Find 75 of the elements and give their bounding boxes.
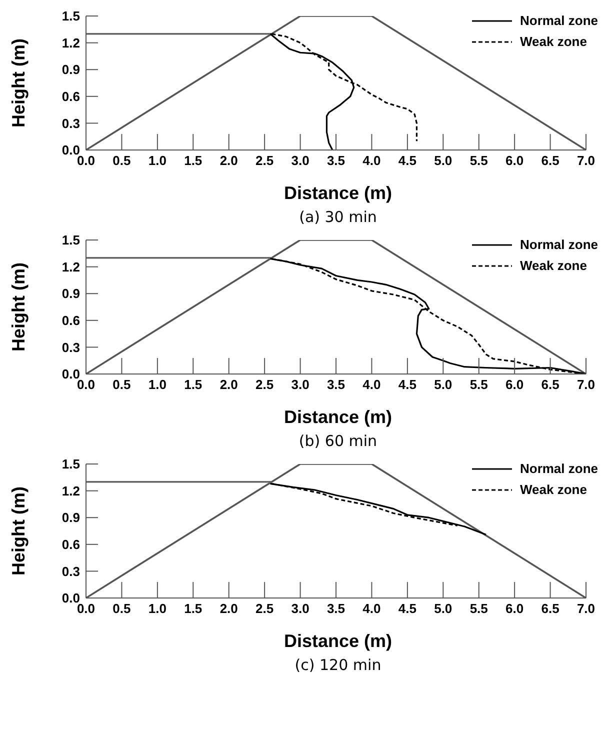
legend-label: Normal zone: [520, 461, 598, 476]
x-tick-label: 3.0: [291, 377, 310, 392]
x-axis-title: Distance (m): [282, 182, 394, 205]
legend-label: Weak zone: [520, 482, 587, 497]
x-tick-label: 5.0: [434, 153, 452, 168]
y-tick-label: 1.2: [62, 259, 80, 274]
x-tick-label: 6.5: [541, 377, 560, 392]
legend-label: Normal zone: [520, 237, 598, 252]
x-tick-label: 5.5: [470, 601, 488, 616]
x-tick-label: 0.0: [76, 377, 96, 392]
text: (c) 120 min: [294, 656, 382, 674]
x-tick-label: 1.0: [148, 377, 166, 392]
y-axis-title: Height (m): [8, 262, 28, 352]
x-tick-label: 7.0: [576, 377, 596, 392]
x-tick-label: 1.0: [148, 601, 166, 616]
y-tick-label: 0.9: [62, 62, 80, 78]
x-tick-label: 3.0: [291, 601, 310, 616]
x-tick-label: 7.0: [576, 601, 596, 616]
y-axis-title: Height (m): [8, 486, 28, 576]
x-tick-label: 4.0: [362, 601, 381, 616]
y-tick-label: 0.3: [62, 116, 80, 131]
x-axis-title: Distance (m): [282, 630, 394, 653]
x-tick-label: 2.0: [220, 153, 238, 168]
y-tick-label: 0.6: [62, 537, 80, 552]
x-tick-label: 6.0: [506, 601, 524, 616]
x-tick-label: 0.5: [112, 377, 131, 392]
x-tick-label: 4.5: [398, 601, 416, 616]
y-tick-label: 1.2: [62, 35, 80, 50]
y-tick-label: 1.5: [62, 456, 80, 472]
y-tick-label: 0.3: [62, 340, 80, 355]
x-tick-label: 0.0: [76, 153, 96, 168]
x-tick-label: 4.5: [398, 153, 416, 168]
x-tick-label: 1.5: [184, 601, 202, 616]
x-tick-label: 6.0: [506, 377, 524, 392]
x-tick-label: 3.5: [326, 377, 346, 392]
x-tick-label: 4.5: [398, 377, 416, 392]
x-tick-label: 5.0: [434, 601, 452, 616]
x-tick-label: 5.0: [434, 377, 452, 392]
x-tick-label: 0.5: [112, 153, 131, 168]
x-tick-label: 7.0: [576, 153, 596, 168]
x-tick-label: 6.5: [541, 601, 560, 616]
x-tick-label: 3.5: [326, 153, 346, 168]
x-tick-label: 0.0: [76, 601, 96, 616]
x-tick-label: 2.5: [256, 601, 274, 616]
y-tick-label: 0.9: [62, 286, 80, 302]
x-tick-label: 5.5: [470, 377, 488, 392]
x-tick-label: 2.5: [256, 153, 274, 168]
x-tick-label: 6.0: [506, 153, 524, 168]
x-tick-label: 1.5: [184, 153, 202, 168]
x-tick-label: 4.0: [362, 153, 381, 168]
y-tick-label: 0.6: [62, 313, 80, 328]
x-tick-label: 1.0: [148, 153, 166, 168]
legend-label: Weak zone: [520, 258, 587, 273]
y-tick-label: 1.5: [62, 232, 80, 248]
y-tick-label: 0.6: [62, 89, 80, 104]
y-tick-label: 1.5: [62, 8, 80, 24]
x-tick-label: 1.5: [184, 377, 202, 392]
x-tick-label: 0.5: [112, 601, 131, 616]
y-axis-title: Height (m): [8, 38, 28, 128]
text: (a) 30 min: [298, 208, 378, 226]
legend-label: Normal zone: [520, 13, 598, 28]
x-tick-label: 6.5: [541, 153, 560, 168]
y-tick-label: 0.9: [62, 510, 80, 526]
x-axis-title: Distance (m): [282, 406, 394, 429]
x-tick-label: 3.5: [326, 601, 346, 616]
y-tick-label: 0.3: [62, 564, 80, 579]
legend-label: Weak zone: [520, 34, 587, 49]
text: (b) 60 min: [298, 432, 378, 450]
x-tick-label: 3.0: [291, 153, 310, 168]
x-tick-label: 2.5: [256, 377, 274, 392]
y-tick-label: 1.2: [62, 483, 80, 498]
x-tick-label: 2.0: [220, 601, 238, 616]
x-tick-label: 2.0: [220, 377, 238, 392]
x-tick-label: 4.0: [362, 377, 381, 392]
x-tick-label: 5.5: [470, 153, 488, 168]
